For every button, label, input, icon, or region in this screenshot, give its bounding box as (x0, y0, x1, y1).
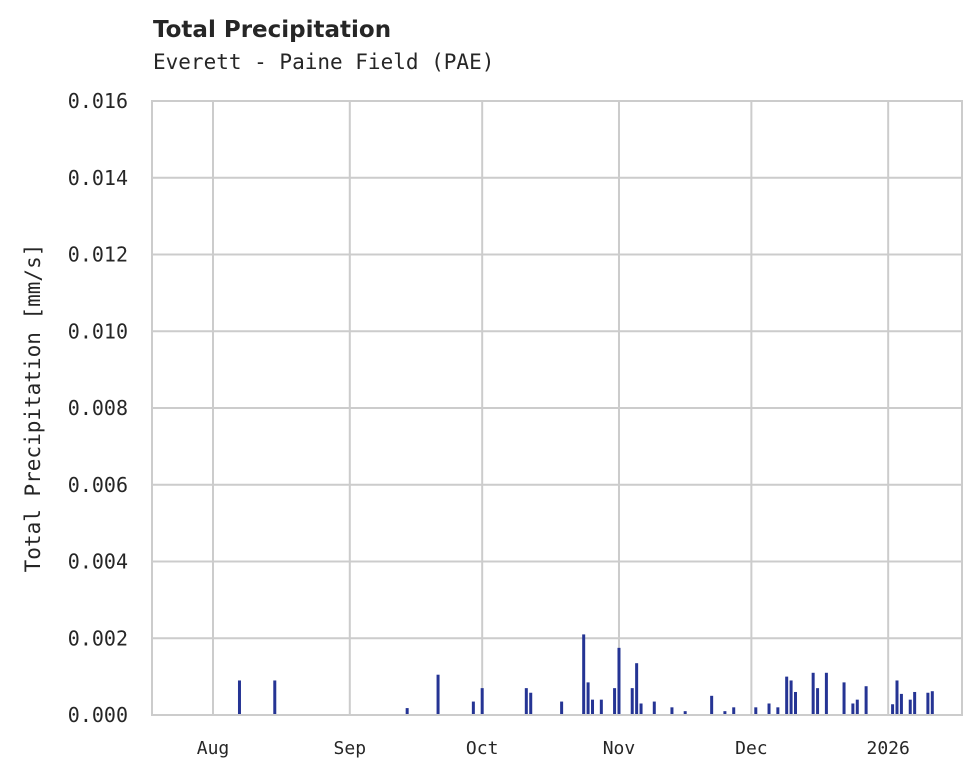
precip-bar (635, 663, 639, 715)
precip-bar (842, 682, 846, 715)
precip-bar (930, 691, 934, 715)
y-tick-label: 0.014 (68, 166, 128, 190)
y-tick-label: 0.002 (68, 626, 128, 650)
precip-bar (524, 688, 528, 715)
precip-bar (586, 682, 590, 715)
x-tick-label: Dec (735, 738, 768, 759)
precip-bar (471, 701, 475, 715)
x-tick-label: Sep (334, 738, 367, 759)
precip-bar (480, 688, 484, 715)
precip-bar (405, 708, 409, 715)
y-tick-label: 0.010 (68, 319, 128, 343)
precip-bar (529, 692, 533, 715)
y-tick-label: 0.008 (68, 396, 128, 420)
x-tick-label: 2026 (866, 738, 909, 759)
precip-bar (855, 699, 859, 715)
precip-bar (599, 699, 603, 715)
precip-bar (652, 701, 656, 715)
precip-bar (436, 674, 440, 715)
precip-bar (560, 701, 564, 715)
precip-bar (754, 707, 758, 715)
y-axis-label: Total Precipitation [mm/s] (21, 244, 45, 573)
precip-bar (670, 707, 674, 715)
y-tick-label: 0.016 (68, 89, 128, 113)
precip-bar (582, 634, 586, 715)
precip-bar (639, 703, 643, 715)
x-tick-label: Oct (466, 738, 499, 759)
precip-bar (899, 693, 903, 715)
chart-subtitle: Everett - Paine Field (PAE) (153, 50, 495, 74)
precip-bar (891, 704, 895, 715)
precip-bar (237, 680, 241, 715)
precip-bar (767, 703, 771, 715)
precip-bar (851, 703, 855, 715)
precip-bar (710, 695, 714, 715)
y-tick-label: 0.004 (68, 550, 128, 574)
y-tick-label: 0.000 (68, 703, 128, 727)
x-tick-label: Nov (603, 738, 636, 759)
precip-bar (273, 680, 277, 715)
precip-bar (683, 711, 687, 715)
precip-bar (732, 707, 736, 715)
precip-bar (723, 711, 727, 715)
precip-bar (811, 672, 815, 715)
x-tick-label: Aug (197, 738, 230, 759)
precip-bar (816, 688, 820, 715)
precip-bar (776, 707, 780, 715)
precip-bar (789, 680, 793, 715)
precip-bar (824, 672, 828, 715)
precip-bar (913, 691, 917, 715)
precip-bar (864, 686, 868, 715)
plot-frame (151, 100, 963, 716)
precip-bar (617, 647, 621, 715)
precip-bar (794, 691, 798, 715)
y-tick-label: 0.006 (68, 473, 128, 497)
y-tick-label: 0.012 (68, 243, 128, 267)
precip-bar (630, 688, 634, 715)
precip-bar (785, 676, 789, 715)
precip-bar (591, 699, 595, 715)
precip-bar (926, 692, 930, 715)
precip-bar (613, 688, 617, 715)
precip-bar (908, 699, 912, 715)
precip-bar (895, 680, 899, 715)
chart-title: Total Precipitation (153, 17, 392, 43)
